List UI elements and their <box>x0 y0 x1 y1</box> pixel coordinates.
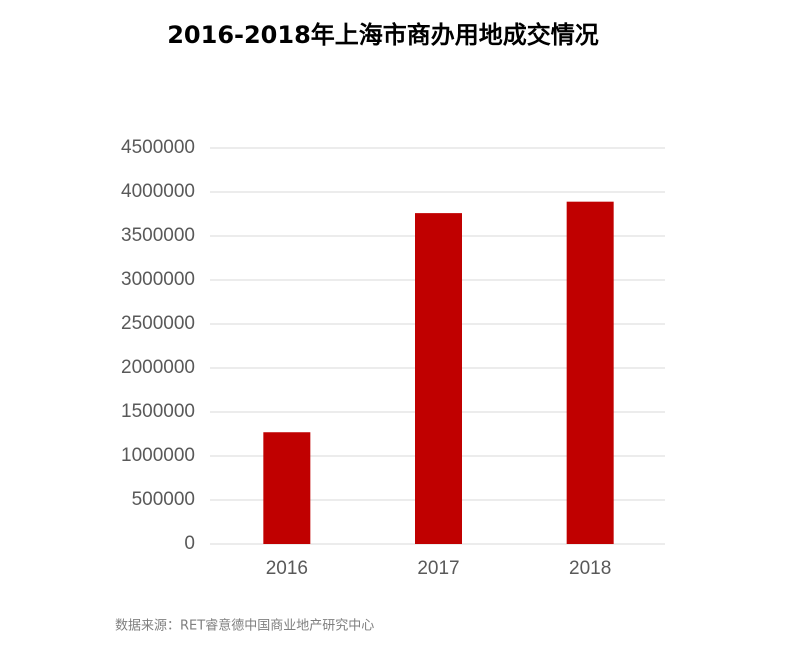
y-tick-label: 4500000 <box>121 137 195 158</box>
y-tick-label: 500000 <box>132 489 195 510</box>
x-tick-label: 2016 <box>266 558 308 579</box>
bar <box>263 432 311 544</box>
bar <box>415 213 462 544</box>
y-tick-label: 2000000 <box>121 357 195 378</box>
y-tick-label: 3500000 <box>121 225 195 246</box>
y-tick-label: 1500000 <box>121 401 195 422</box>
y-tick-label: 4000000 <box>121 181 195 202</box>
y-tick-label: 3000000 <box>121 269 195 290</box>
y-tick-label: 2500000 <box>121 313 195 334</box>
x-tick-label: 2017 <box>417 558 459 579</box>
x-tick-label: 2018 <box>569 558 611 579</box>
y-tick-label: 1000000 <box>121 445 195 466</box>
bar <box>566 201 614 544</box>
chart-title: 2016-2018年上海市商办用地成交情况 <box>167 21 599 49</box>
source-note: 数据来源：RET睿意德中国商业地产研究中心 <box>115 618 374 634</box>
y-tick-label: 0 <box>184 533 195 554</box>
